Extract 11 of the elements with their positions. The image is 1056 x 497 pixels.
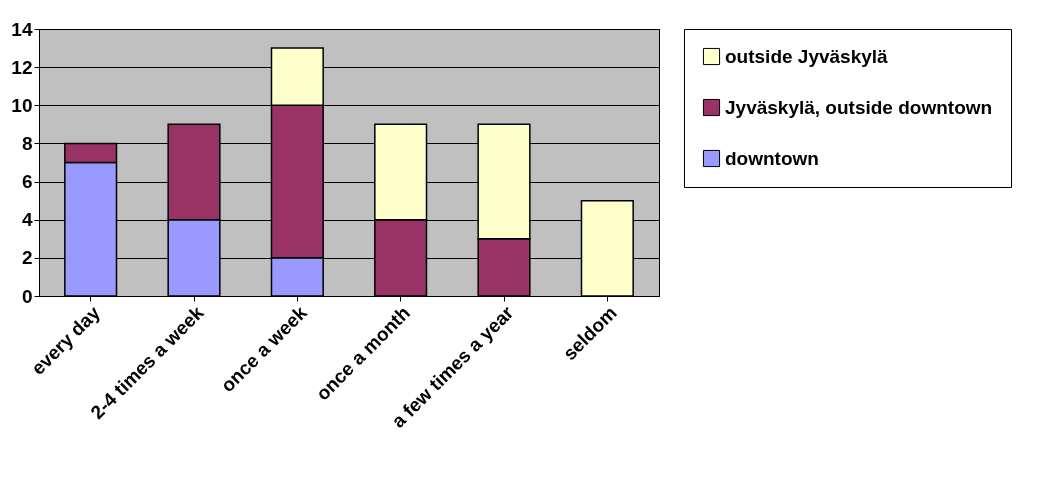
y-tick-label: 8	[21, 132, 33, 154]
y-tick-label: 0	[21, 285, 33, 307]
y-tick-label: 6	[21, 171, 33, 193]
y-tick-label: 4	[21, 209, 33, 231]
y-tick-label: 14	[11, 18, 33, 40]
legend-label: Jyväskylä, outside downtown	[725, 96, 993, 118]
y-tick-label: 10	[11, 94, 33, 116]
legend-label: downtown	[725, 147, 819, 169]
y-tick-label: 2	[21, 247, 33, 269]
legend-label: outside Jyväskylä	[725, 45, 889, 67]
y-tick-label: 12	[11, 56, 33, 78]
